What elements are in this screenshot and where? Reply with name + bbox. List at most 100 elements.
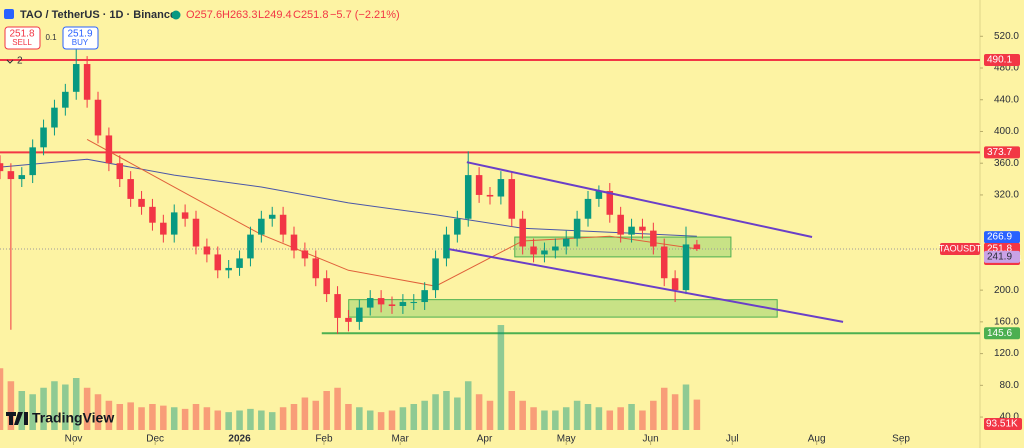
indicators-count[interactable]: 2: [17, 56, 23, 67]
volume-bar: [595, 407, 603, 430]
candle-body: [7, 171, 15, 180]
candle-body: [170, 212, 178, 235]
candle-body: [116, 163, 124, 180]
price-label: 145.6: [987, 328, 1012, 339]
price-label: 241.9: [987, 252, 1012, 263]
candle-body: [443, 234, 450, 259]
volume-bar: [530, 407, 537, 430]
sell-label[interactable]: SELL: [12, 38, 32, 47]
moving-average: [86, 138, 697, 287]
volume-bar: [279, 407, 287, 430]
volume-bar: [214, 410, 222, 430]
volume-bar: [105, 400, 113, 430]
candle-body: [149, 206, 156, 223]
volume-bar: [475, 394, 483, 430]
x-tick-label: Sep: [892, 434, 910, 445]
price-label-box: [984, 231, 1020, 244]
candle-body: [225, 267, 232, 271]
x-tick-label: Jun: [643, 434, 659, 445]
symbol-tag-box: [940, 243, 980, 256]
volume-bar: [181, 408, 189, 430]
indicators-toggle[interactable]: [6, 59, 14, 64]
x-tick-label: Feb: [315, 434, 333, 445]
candle-body: [693, 244, 701, 250]
candle-body: [432, 258, 439, 291]
candle-body: [454, 218, 461, 235]
candle-body: [268, 214, 276, 219]
candle-body: [639, 226, 646, 231]
buy-price[interactable]: 251.9: [67, 29, 92, 40]
candle-body: [606, 190, 614, 215]
volume-bar: [552, 410, 559, 430]
candle-body: [541, 250, 548, 255]
candle-body: [682, 244, 690, 291]
volume-bar: [508, 391, 516, 430]
candle-body: [410, 302, 418, 304]
candle-body: [29, 147, 36, 176]
price-label-box: [984, 146, 1020, 159]
candle-body: [650, 230, 657, 247]
open: O257.6: [186, 9, 222, 21]
x-tick-label: Dec: [146, 434, 164, 445]
y-tick-label: 520.0: [994, 31, 1019, 42]
candle-body: [552, 246, 559, 251]
buy-button[interactable]: [62, 26, 99, 50]
candle-body: [160, 222, 167, 235]
volume-bar: [40, 387, 47, 430]
candle-body: [399, 302, 407, 306]
candle-body: [192, 218, 200, 247]
candle-body: [40, 127, 47, 148]
y-tick-label: 80.0: [1000, 380, 1020, 391]
candle-body: [475, 175, 483, 195]
candle-body: [18, 175, 26, 180]
volume-bar: [345, 404, 352, 430]
x-tick-label: May: [557, 434, 576, 445]
volume-bar: [573, 400, 581, 430]
volume-bar: [584, 404, 592, 430]
close: C251.8: [293, 9, 328, 21]
volume-bar: [127, 402, 134, 430]
price-label-box: [984, 53, 1020, 66]
logo-icon: [6, 412, 28, 425]
candle-body: [83, 64, 91, 100]
volume-bar: [7, 381, 15, 430]
volume-bar: [693, 399, 701, 430]
price-label: 373.7: [987, 147, 1012, 158]
candle-body: [312, 258, 320, 279]
volume-bar: [432, 394, 439, 430]
y-tick-label: 320.0: [994, 190, 1019, 201]
volume-bar: [72, 378, 80, 430]
sell-button[interactable]: [4, 26, 41, 50]
volume-bar: [268, 412, 276, 430]
candle-body: [464, 175, 472, 219]
volume-bar: [682, 384, 690, 430]
buy-label[interactable]: BUY: [72, 38, 89, 47]
volume-bar: [486, 400, 494, 430]
candle-body: [356, 307, 363, 322]
candle-body: [301, 250, 309, 259]
candle-body: [290, 234, 298, 251]
price-label: 251.8: [987, 244, 1012, 255]
y-tick-label: 40.0: [1000, 412, 1020, 423]
volume-bar: [62, 384, 69, 430]
volume-bar: [323, 391, 330, 430]
volume-bar: [366, 410, 374, 430]
price-label-box: [984, 327, 1020, 340]
sell-price[interactable]: 251.8: [9, 29, 34, 40]
volume-bar: [606, 410, 614, 430]
candle-body: [127, 179, 134, 199]
volume-label: 93.51K: [986, 419, 1018, 430]
y-tick-label: 440.0: [994, 94, 1019, 105]
volume-bar: [650, 400, 657, 430]
candle-body: [105, 135, 113, 164]
candle-body: [94, 99, 102, 136]
volume-bar: [94, 394, 102, 430]
candle-body: [388, 304, 396, 306]
candle-body: [519, 218, 526, 247]
candle-body: [530, 246, 537, 255]
candle-body: [247, 234, 254, 259]
x-tick-label: Aug: [808, 434, 826, 445]
x-tick-label: 2026: [228, 434, 251, 445]
